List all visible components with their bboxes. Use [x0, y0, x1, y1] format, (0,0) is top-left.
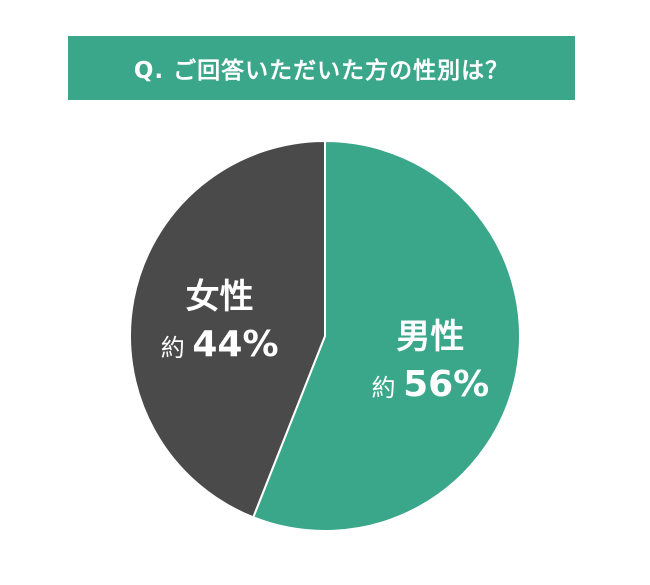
slice-value-label: 約 44% [161, 324, 279, 365]
chart-title: Q. ご回答いただいた方の性別は？ [68, 36, 575, 100]
slice-name-label: 女性 [186, 277, 254, 317]
pie-slice-1 [129, 139, 326, 519]
slice-name-label: 男性 [396, 317, 464, 357]
pie-slice-0 [251, 139, 521, 532]
slice-value-label: 約 56% [371, 364, 489, 405]
